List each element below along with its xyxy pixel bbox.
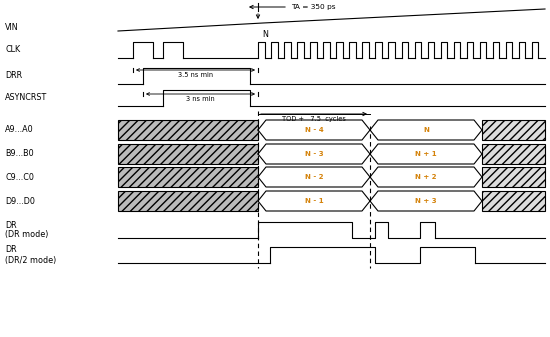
Bar: [118, 120, 258, 140]
Polygon shape: [258, 167, 370, 187]
Text: N - 1: N - 1: [305, 198, 323, 204]
Polygon shape: [370, 144, 482, 164]
Text: CLK: CLK: [5, 45, 20, 55]
Polygon shape: [370, 191, 482, 211]
Text: ASYNCRST: ASYNCRST: [5, 93, 47, 102]
Text: A9...A0: A9...A0: [5, 125, 34, 134]
Bar: [118, 144, 258, 164]
Text: B9...B0: B9...B0: [5, 150, 34, 158]
Text: (DR mode): (DR mode): [5, 231, 48, 240]
Polygon shape: [258, 144, 370, 164]
Text: TA = 350 ps: TA = 350 ps: [291, 4, 335, 10]
Bar: [482, 120, 545, 140]
Bar: [118, 167, 258, 187]
Text: N - 3: N - 3: [305, 151, 323, 157]
Bar: [482, 144, 545, 164]
Bar: [482, 191, 545, 211]
Text: 3 ns min: 3 ns min: [186, 96, 215, 102]
Polygon shape: [370, 167, 482, 187]
Text: TOD +   7.5  cycles: TOD + 7.5 cycles: [282, 116, 346, 122]
Polygon shape: [370, 120, 482, 140]
Text: N + 3: N + 3: [415, 198, 437, 204]
Text: C9...C0: C9...C0: [5, 173, 34, 182]
Text: VIN: VIN: [5, 23, 19, 31]
Text: N + 1: N + 1: [415, 151, 437, 157]
Text: D9...D0: D9...D0: [5, 196, 35, 206]
Text: 3.5 ns min: 3.5 ns min: [178, 72, 213, 78]
Text: DR: DR: [5, 220, 16, 229]
Text: N: N: [423, 127, 429, 133]
Text: N + 2: N + 2: [415, 174, 437, 180]
Bar: [482, 167, 545, 187]
Text: DR: DR: [5, 245, 16, 254]
Text: N - 4: N - 4: [305, 127, 323, 133]
Text: N: N: [262, 30, 268, 39]
Text: DRR: DRR: [5, 71, 22, 81]
Text: (DR/2 mode): (DR/2 mode): [5, 255, 56, 265]
Polygon shape: [258, 191, 370, 211]
Bar: [118, 191, 258, 211]
Text: N - 2: N - 2: [305, 174, 323, 180]
Polygon shape: [258, 120, 370, 140]
